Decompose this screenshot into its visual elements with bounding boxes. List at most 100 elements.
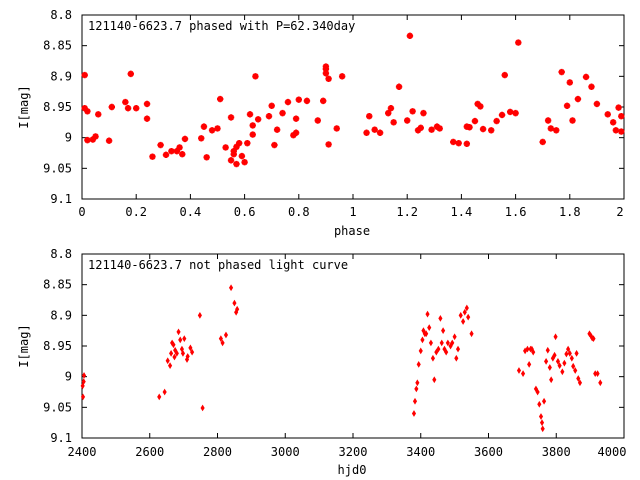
unphased-y-tick-label: 9.1: [50, 431, 72, 445]
data-point: [412, 397, 418, 405]
unphased-x-tick-label: 3000: [271, 445, 300, 459]
data-point: [557, 362, 562, 369]
data-point: [284, 98, 292, 106]
data-point: [552, 351, 557, 359]
data-point: [466, 124, 473, 131]
data-point: [555, 357, 561, 365]
data-point: [577, 379, 583, 387]
data-point: [127, 70, 134, 78]
data-point: [414, 127, 422, 134]
phased-y-ticks: 8.8 8.85 8.9 8.95 9 9.05 9.1: [43, 8, 72, 206]
data-point: [527, 361, 532, 368]
data-point: [319, 97, 327, 105]
data-point: [404, 117, 411, 124]
data-point: [244, 139, 251, 147]
data-point: [95, 111, 102, 118]
data-point: [544, 357, 549, 365]
unphased-y-tick-label: 9: [65, 370, 72, 384]
unphased-y-tick-label: 8.8: [50, 247, 72, 261]
data-point: [411, 410, 417, 417]
data-point: [157, 393, 162, 401]
data-point: [268, 102, 275, 109]
unphased-x-axis-title: hjd0: [338, 463, 367, 477]
data-point: [223, 331, 229, 339]
data-point: [172, 353, 177, 361]
data-point: [563, 102, 571, 109]
data-point: [428, 126, 435, 133]
data-point: [303, 97, 311, 105]
data-point: [292, 115, 300, 122]
data-point: [168, 362, 173, 369]
data-point: [176, 328, 181, 336]
data-point: [81, 105, 88, 112]
data-point: [433, 123, 441, 130]
data-point: [479, 125, 487, 133]
data-point: [516, 367, 522, 374]
data-point: [197, 311, 202, 319]
data-point: [171, 341, 176, 349]
data-point: [124, 105, 132, 112]
data-point: [574, 95, 582, 103]
data-point: [417, 124, 424, 132]
data-point: [169, 349, 174, 357]
unphased-y-ticks: 8.8 8.85 8.9 8.95 9 9.05 9.1: [43, 247, 72, 445]
data-point: [238, 152, 246, 160]
phased-x-ticks: 0 0.2 0.4 0.6 0.8 1 1.2 1.4 1.6 1.8 2: [78, 205, 623, 219]
data-point: [182, 335, 187, 343]
data-point: [461, 318, 466, 325]
data-point: [227, 157, 235, 164]
data-point: [279, 109, 286, 117]
unphased-x-tick-label: 3200: [339, 445, 368, 459]
unphased-x-tick-label: 3400: [406, 445, 435, 459]
data-point: [235, 305, 240, 313]
unphased-chart: 2400 2600 2800 3000 3200 3400 3600 3800 …: [17, 247, 626, 477]
data-point: [143, 115, 151, 122]
data-point: [545, 346, 550, 354]
unphased-x-ticks: 2400 2600 2800 3000 3200 3400 3600 3800 …: [68, 445, 627, 459]
data-point: [162, 388, 167, 396]
data-point: [218, 335, 223, 343]
data-point: [445, 339, 450, 347]
data-point: [463, 140, 471, 147]
data-point: [222, 144, 229, 151]
data-point: [439, 339, 444, 347]
data-point: [325, 141, 332, 148]
data-point: [406, 32, 414, 40]
data-point: [228, 284, 234, 292]
data-point: [564, 350, 569, 358]
data-point: [540, 425, 545, 433]
unphased-x-tick-label: 4000: [598, 445, 627, 459]
data-point: [595, 370, 600, 377]
data-point: [217, 95, 224, 103]
data-point: [232, 299, 237, 307]
data-point: [185, 353, 190, 360]
data-point: [227, 114, 235, 121]
phased-x-tick-label: 2: [616, 205, 623, 219]
data-point: [178, 336, 183, 344]
data-point: [539, 419, 545, 427]
data-point: [376, 129, 384, 136]
phased-x-tick-label: 0.8: [288, 205, 310, 219]
data-point: [84, 136, 91, 144]
unphased-y-tick-label: 8.9: [50, 308, 72, 322]
data-point: [230, 147, 237, 155]
data-point: [501, 71, 508, 79]
data-point: [471, 117, 479, 125]
data-point: [385, 109, 392, 117]
unphased-x-tick-label: 3600: [474, 445, 503, 459]
phased-x-tick-label: 1: [349, 205, 356, 219]
data-point: [149, 153, 156, 160]
data-point: [290, 132, 297, 139]
data-point: [506, 108, 514, 116]
data-point: [414, 385, 419, 393]
data-point: [105, 137, 113, 144]
phased-y-tick-label: 9.1: [50, 192, 72, 206]
data-point: [544, 117, 552, 124]
data-point: [455, 345, 461, 353]
data-point: [92, 133, 99, 140]
data-point: [531, 348, 536, 356]
data-point: [200, 404, 205, 412]
phased-y-tick-label: 8.9: [50, 69, 72, 83]
